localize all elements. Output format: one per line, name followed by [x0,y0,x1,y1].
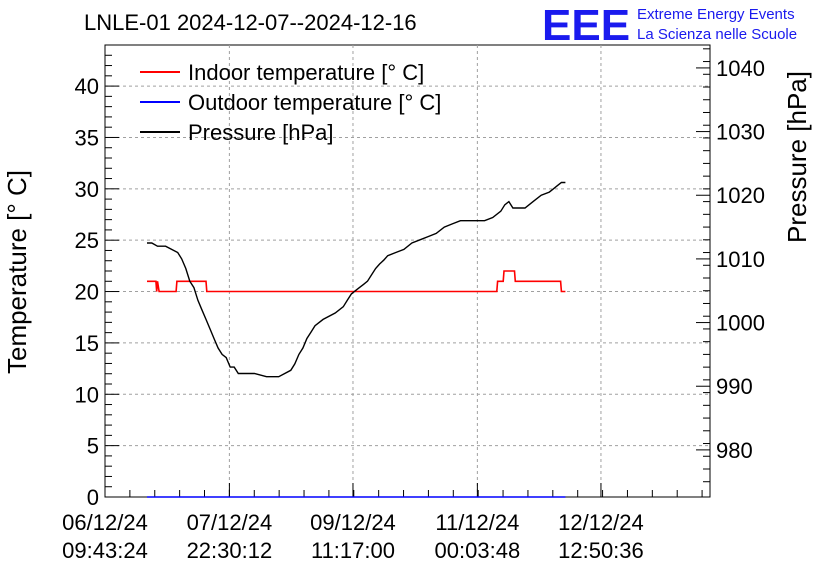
y-tick-label: 20 [75,280,99,305]
y2-tick-label: 990 [716,374,753,399]
y2-tick-label: 1020 [716,183,765,208]
y-tick-label: 35 [75,125,99,150]
grid [105,45,710,497]
y-tick-label: 25 [75,228,99,253]
legend-label-pressure: Pressure [hPa] [188,120,334,145]
x-tick-label-date: 09/12/24 [310,510,396,535]
y-tick-label: 5 [87,434,99,459]
x-tick-label-time: 09:43:24 [62,538,148,563]
x-tick-label-date: 11/12/24 [435,510,519,535]
axes: 0 5 10 15 20 25 30 35 40 980 990 1000 1010 1020 1030 10… [62,44,765,563]
series-pressure [147,181,566,378]
eee-logo: EEE Extreme Energy Events La Scienza nel… [542,1,797,50]
legend-label-outdoor: Outdoor temperature [° C] [188,90,441,115]
y2-tick-label: 980 [716,438,753,463]
eee-logo-line2: La Scienza nelle Scuole [637,26,797,43]
x-tick-label-time: 00:03:48 [435,538,521,563]
y2-tick-label: 1040 [716,56,765,81]
y2-tick-label: 1030 [716,120,765,145]
y2-axis-label: Pressure [hPa] [782,71,812,243]
y-tick-label: 10 [75,382,99,407]
y-axis-label: Temperature [° C] [2,170,32,374]
y-tick-label: 40 [75,74,99,99]
chart-title: LNLE-01 2024-12-07--2024-12-16 [84,10,417,35]
x-tick-label-time: 11:17:00 [311,538,395,563]
eee-logo-line1: Extreme Energy Events [637,6,795,23]
y2-tick-label: 1000 [716,311,765,336]
x-tick-label-date: 12/12/24 [558,510,644,535]
y2-tick-label: 1010 [716,247,765,272]
x-tick-label-time: 22:30:12 [187,538,273,563]
legend: Indoor temperature [° C] Outdoor tempera… [140,60,441,145]
series-indoor-temperature [147,270,566,293]
x-tick-label-date: 07/12/24 [187,510,273,535]
series-group [147,181,566,498]
legend-label-indoor: Indoor temperature [° C] [188,60,424,85]
eee-logo-text: EEE [542,1,630,50]
x-tick-label-date: 06/12/24 [62,510,148,535]
x-tick-label-time: 12:50:36 [558,538,644,563]
y-tick-label: 0 [87,485,99,510]
y-tick-label: 15 [75,331,99,356]
y-tick-label: 30 [75,177,99,202]
